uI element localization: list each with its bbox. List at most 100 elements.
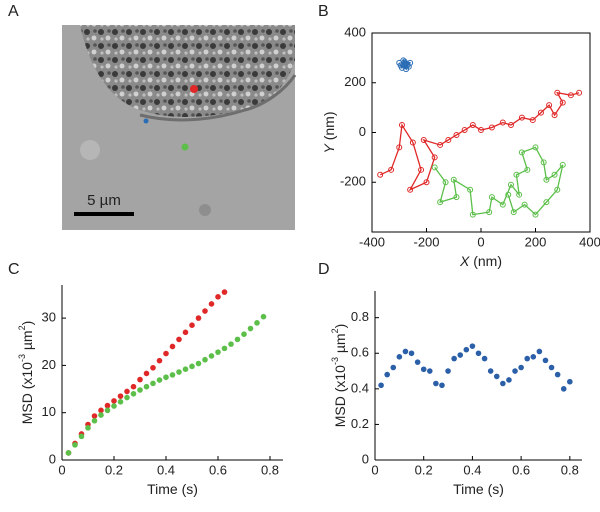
point bbox=[247, 325, 254, 332]
point bbox=[478, 127, 484, 134]
superscript: 2 bbox=[17, 325, 27, 330]
point bbox=[576, 89, 583, 96]
y-tick-label: 10 bbox=[42, 404, 56, 419]
point bbox=[469, 122, 476, 129]
point bbox=[453, 131, 460, 138]
point bbox=[512, 368, 518, 374]
y-tick-label: 400 bbox=[344, 24, 366, 39]
point bbox=[189, 363, 195, 370]
point bbox=[407, 59, 414, 66]
x-tick-label: 0.2 bbox=[105, 462, 123, 477]
point bbox=[450, 176, 457, 183]
point bbox=[397, 62, 404, 69]
point bbox=[488, 124, 495, 131]
point bbox=[554, 186, 561, 193]
point bbox=[513, 171, 520, 178]
axis-label-part: Time (s) bbox=[147, 481, 198, 497]
point bbox=[85, 425, 91, 431]
axis-label-part: µm bbox=[332, 333, 348, 357]
point bbox=[414, 359, 421, 365]
point bbox=[260, 313, 267, 320]
point bbox=[130, 383, 137, 390]
point bbox=[78, 433, 85, 440]
axis-label-part: ) bbox=[19, 321, 35, 326]
point bbox=[215, 294, 221, 300]
point bbox=[481, 355, 488, 362]
point bbox=[463, 346, 470, 353]
superscript: -3 bbox=[330, 357, 340, 365]
y-tick-label: 0 bbox=[362, 451, 369, 466]
point bbox=[418, 166, 425, 173]
point bbox=[554, 371, 561, 378]
point bbox=[407, 186, 414, 193]
point bbox=[499, 119, 506, 126]
x-tick-label: 0.2 bbox=[415, 462, 433, 477]
point bbox=[451, 355, 457, 362]
point bbox=[507, 122, 514, 129]
axis-label-part: Y bbox=[321, 143, 337, 154]
point bbox=[182, 366, 189, 372]
point bbox=[396, 354, 403, 360]
point bbox=[234, 336, 241, 343]
point bbox=[189, 322, 195, 329]
x-tick-label: 0 bbox=[371, 462, 378, 477]
point bbox=[241, 331, 247, 337]
point bbox=[559, 161, 566, 168]
point bbox=[65, 450, 72, 456]
axis-label: Y (nm) bbox=[321, 111, 337, 153]
point bbox=[143, 370, 150, 377]
axis-label-part: X bbox=[459, 253, 470, 269]
axis-label-part: MSD (x10 bbox=[19, 362, 35, 424]
point bbox=[156, 377, 163, 383]
point bbox=[104, 407, 111, 414]
x-tick-label: 0.8 bbox=[561, 462, 579, 477]
point bbox=[442, 179, 449, 186]
point bbox=[475, 350, 482, 357]
point bbox=[169, 343, 176, 350]
point bbox=[176, 336, 182, 343]
point bbox=[420, 136, 427, 143]
axis-label-part: (nm) bbox=[469, 253, 502, 269]
superscript: 2 bbox=[330, 328, 340, 333]
y-tick-label: 0.4 bbox=[351, 380, 369, 395]
point bbox=[551, 171, 558, 178]
panel-label: B bbox=[318, 3, 329, 20]
point bbox=[487, 368, 494, 374]
point bbox=[469, 211, 476, 218]
point bbox=[163, 350, 169, 357]
point bbox=[551, 112, 558, 119]
point bbox=[143, 383, 150, 390]
point bbox=[378, 382, 384, 389]
point bbox=[221, 289, 228, 295]
point bbox=[72, 442, 78, 448]
axis-label-part: ) bbox=[332, 324, 348, 329]
point bbox=[510, 209, 517, 216]
y-tick-label: 0.8 bbox=[351, 309, 369, 324]
point bbox=[548, 364, 555, 371]
point bbox=[176, 369, 182, 375]
panel-label: A bbox=[8, 3, 19, 20]
axis-label-part: µm bbox=[19, 330, 35, 354]
point bbox=[453, 194, 460, 201]
x-tick-label: 0 bbox=[477, 234, 484, 249]
x-tick-label: 0.4 bbox=[463, 462, 481, 477]
point bbox=[150, 364, 156, 371]
point bbox=[384, 371, 390, 378]
point bbox=[208, 353, 215, 359]
axis-label: Time (s) bbox=[453, 481, 504, 497]
point bbox=[400, 57, 407, 64]
y-tick-label: 30 bbox=[42, 310, 56, 325]
point bbox=[431, 164, 438, 171]
point bbox=[518, 114, 525, 121]
point bbox=[488, 194, 495, 201]
point bbox=[543, 176, 550, 183]
point bbox=[426, 368, 433, 374]
axis-label: MSD (x10-3 µm2) bbox=[17, 321, 34, 425]
point bbox=[195, 315, 202, 321]
point bbox=[543, 199, 550, 206]
point bbox=[111, 398, 117, 404]
point bbox=[516, 191, 523, 198]
point bbox=[254, 320, 260, 326]
point bbox=[91, 417, 98, 424]
point bbox=[388, 166, 395, 173]
